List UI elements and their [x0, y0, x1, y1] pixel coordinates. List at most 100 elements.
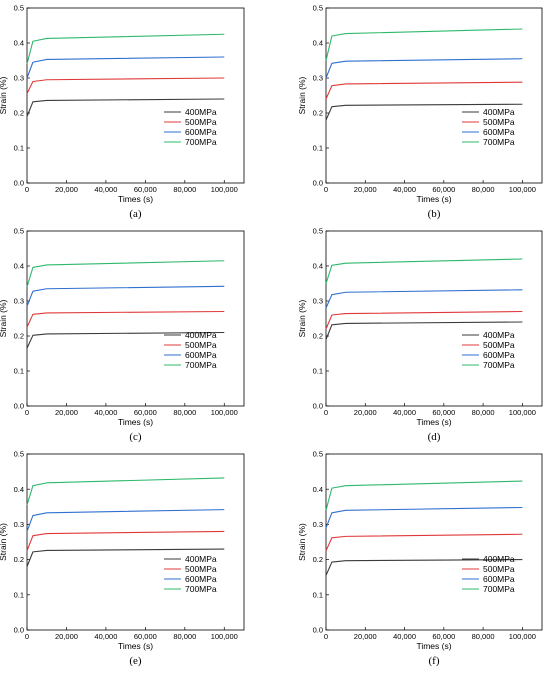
legend-label: 700MPa — [483, 584, 515, 594]
series-line-600mpa — [26, 509, 225, 532]
panel-caption: (f) — [429, 655, 440, 667]
y-tick-label: 0.2 — [313, 109, 323, 118]
series-line-500mpa — [325, 533, 523, 552]
chart-f: 0.0 0.1 0.2 0.3 0.4 0.5 0 20,000 40,000 60,000 80,… — [297, 450, 543, 667]
y-axis-label: Strain (%) — [0, 76, 8, 114]
y-tick-label: 0.3 — [313, 520, 323, 529]
series-line-600mpa — [26, 56, 225, 79]
legend-label: 600MPa — [483, 574, 515, 584]
y-tick-label: 0.3 — [14, 297, 24, 306]
x-tick-label: 100,000 — [509, 408, 536, 417]
x-tick-label: 0 — [25, 632, 29, 641]
x-tick-label: 100,000 — [211, 185, 238, 194]
y-tick-label: 0.4 — [14, 262, 24, 271]
series-line-600mpa — [26, 285, 225, 307]
x-tick-label: 100,000 — [509, 632, 536, 641]
x-tick-label: 60,000 — [432, 408, 455, 417]
y-axis-label: Strain (%) — [0, 523, 8, 561]
x-tick-label: 40,000 — [393, 185, 416, 194]
x-tick-label: 0 — [324, 632, 328, 641]
chart-b: 0.0 0.1 0.2 0.3 0.4 0.5 0 20,000 40,000 60,000 80,… — [297, 4, 543, 220]
series-line-500mpa — [325, 81, 523, 100]
legend-label: 500MPa — [185, 117, 217, 127]
panel-caption: (e) — [129, 655, 142, 667]
x-tick-label: 80,000 — [173, 185, 196, 194]
x-axis-label: Times (s) — [118, 641, 153, 651]
legend-label: 600MPa — [483, 127, 515, 137]
x-tick-label: 80,000 — [472, 632, 495, 641]
legend-label: 700MPa — [185, 137, 217, 147]
y-axis-label: Strain (%) — [297, 76, 307, 114]
legend-label: 500MPa — [185, 564, 217, 574]
x-tick-label: 40,000 — [94, 632, 117, 641]
y-tick-label: 0.5 — [14, 450, 24, 459]
x-tick-label: 100,000 — [211, 632, 238, 641]
plot-frame — [325, 7, 543, 184]
y-axis-label: Strain (%) — [0, 299, 8, 337]
x-tick-label: 20,000 — [354, 408, 377, 417]
series-line-500mpa — [26, 310, 225, 328]
legend-label: 600MPa — [185, 127, 217, 137]
series-line-400mpa — [325, 559, 523, 576]
series-line-400mpa — [325, 321, 523, 340]
plot-frame — [325, 453, 543, 631]
x-axis-label: Times (s) — [118, 417, 153, 427]
x-tick-label: 40,000 — [393, 408, 416, 417]
y-tick-label: 0.2 — [313, 332, 323, 341]
x-axis-label: Times (s) — [118, 194, 153, 204]
series-line-700mpa — [325, 480, 523, 511]
x-tick-label: 0 — [324, 185, 328, 194]
series-line-400mpa — [26, 548, 225, 567]
legend-label: 700MPa — [483, 137, 515, 147]
x-tick-label: 20,000 — [55, 185, 78, 194]
y-tick-label: 0.0 — [313, 626, 323, 635]
plot-frame — [26, 453, 245, 631]
legend-label: 600MPa — [185, 350, 217, 360]
legend-label: 400MPa — [483, 107, 515, 117]
y-tick-label: 0.1 — [14, 367, 24, 376]
y-tick-label: 0.1 — [313, 144, 323, 153]
x-tick-label: 20,000 — [55, 408, 78, 417]
y-tick-label: 0.5 — [313, 450, 323, 459]
x-tick-label: 20,000 — [354, 632, 377, 641]
x-axis-label: Times (s) — [416, 417, 451, 427]
series-line-700mpa — [26, 33, 225, 65]
plot-frame — [26, 7, 245, 184]
series-line-400mpa — [26, 98, 225, 117]
series-line-500mpa — [26, 77, 225, 94]
x-tick-label: 80,000 — [472, 185, 495, 194]
series-line-700mpa — [325, 258, 523, 284]
x-tick-label: 60,000 — [432, 632, 455, 641]
y-axis-label: Strain (%) — [297, 299, 307, 337]
x-tick-label: 60,000 — [134, 632, 157, 641]
chart-c: 0.0 0.1 0.2 0.3 0.4 0.5 0 20,000 40,000 60,000 80,… — [0, 227, 245, 443]
y-axis-label: Strain (%) — [297, 523, 307, 561]
x-axis-label: Times (s) — [416, 194, 451, 204]
y-tick-label: 0.2 — [14, 555, 24, 564]
y-tick-label: 0.3 — [14, 74, 24, 83]
x-tick-label: 40,000 — [393, 632, 416, 641]
series-line-600mpa — [325, 289, 523, 309]
y-tick-label: 0.4 — [313, 262, 323, 271]
legend-label: 400MPa — [483, 554, 515, 564]
y-tick-label: 0.1 — [14, 144, 24, 153]
y-tick-label: 0.3 — [14, 520, 24, 529]
x-tick-label: 0 — [25, 408, 29, 417]
x-tick-label: 80,000 — [173, 632, 196, 641]
legend-label: 700MPa — [483, 360, 515, 370]
legend-label: 600MPa — [185, 574, 217, 584]
panel-caption: (c) — [129, 431, 142, 443]
legend-label: 500MPa — [483, 340, 515, 350]
series-line-500mpa — [26, 530, 225, 552]
x-tick-label: 60,000 — [134, 185, 157, 194]
series-line-400mpa — [26, 331, 225, 349]
series-line-600mpa — [325, 506, 523, 529]
y-tick-label: 0.0 — [14, 626, 24, 635]
legend-label: 400MPa — [185, 107, 217, 117]
y-tick-label: 0.5 — [14, 227, 24, 236]
legend-label: 600MPa — [483, 350, 515, 360]
y-tick-label: 0.1 — [313, 367, 323, 376]
series-line-600mpa — [325, 58, 523, 79]
series-line-700mpa — [26, 477, 225, 506]
y-tick-label: 0.1 — [14, 590, 24, 599]
